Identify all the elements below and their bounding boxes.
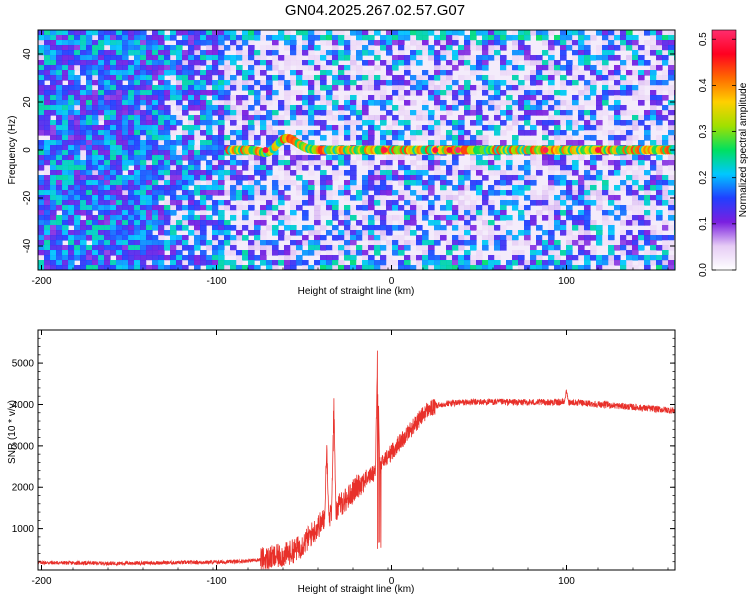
spectrogram-y-tick-label: 20	[22, 96, 33, 108]
colorbar-gradient	[712, 30, 736, 270]
spectrogram-x-tick-label: 0	[389, 276, 395, 287]
snr-x-label: Height of straight line (km)	[298, 584, 415, 595]
colorbar-tick-label: 0.0	[698, 263, 709, 277]
spectrogram-y-tick-label: -20	[22, 190, 33, 205]
snr-y-tick-label: 1000	[12, 524, 35, 535]
colorbar-tick-label: 0.3	[698, 124, 709, 138]
chart-title: GN04.2025.267.02.57.G07	[284, 2, 466, 19]
snr-panel: -200 -100 0 100 1000 2000 3000 4000 5000 Height…	[7, 329, 676, 595]
snr-y-tick-label: 3000	[12, 441, 35, 452]
spectrogram-y-tick-label: 0	[22, 147, 33, 153]
spectrogram-y-tick-label: -40	[22, 238, 33, 253]
spectrogram-x-tick-label: -200	[31, 276, 51, 287]
snr-x-tick-label: -100	[206, 576, 226, 587]
colorbar-tick-label: 0.5	[698, 32, 709, 46]
colorbar: 0.0 0.1 0.2 0.3 0.4 0.5 Normalized spectral a…	[698, 29, 749, 277]
snr-y-label: SNR (10 * v/v)	[7, 400, 18, 464]
spectrogram-y-label: Frequency (Hz)	[7, 116, 18, 185]
snr-x-tick-label: 0	[389, 576, 395, 587]
snr-x-tick-label: -200	[31, 576, 51, 587]
colorbar-tick-label: 0.1	[698, 216, 709, 230]
spectrogram-y-tick-label: 40	[22, 48, 33, 60]
spectrogram-x-tick-label: -100	[206, 276, 226, 287]
spectrogram-x-tick-label: 100	[558, 276, 575, 287]
snr-y-tick-label: 4000	[12, 400, 35, 411]
colorbar-tick-label: 0.2	[698, 170, 709, 184]
snr-x-tick-label: 100	[558, 576, 575, 587]
spectrogram-heatmap	[38, 30, 675, 270]
snr-series-line	[38, 350, 675, 570]
snr-y-tick-label: 5000	[12, 359, 35, 370]
snr-y-tick-label: 2000	[12, 483, 35, 494]
snr-frame	[37, 329, 676, 571]
colorbar-label: Normalized spectral amplitude	[738, 82, 749, 217]
spectrogram-x-label: Height of straight line (km)	[298, 286, 415, 297]
colorbar-tick-label: 0.4	[698, 78, 709, 92]
